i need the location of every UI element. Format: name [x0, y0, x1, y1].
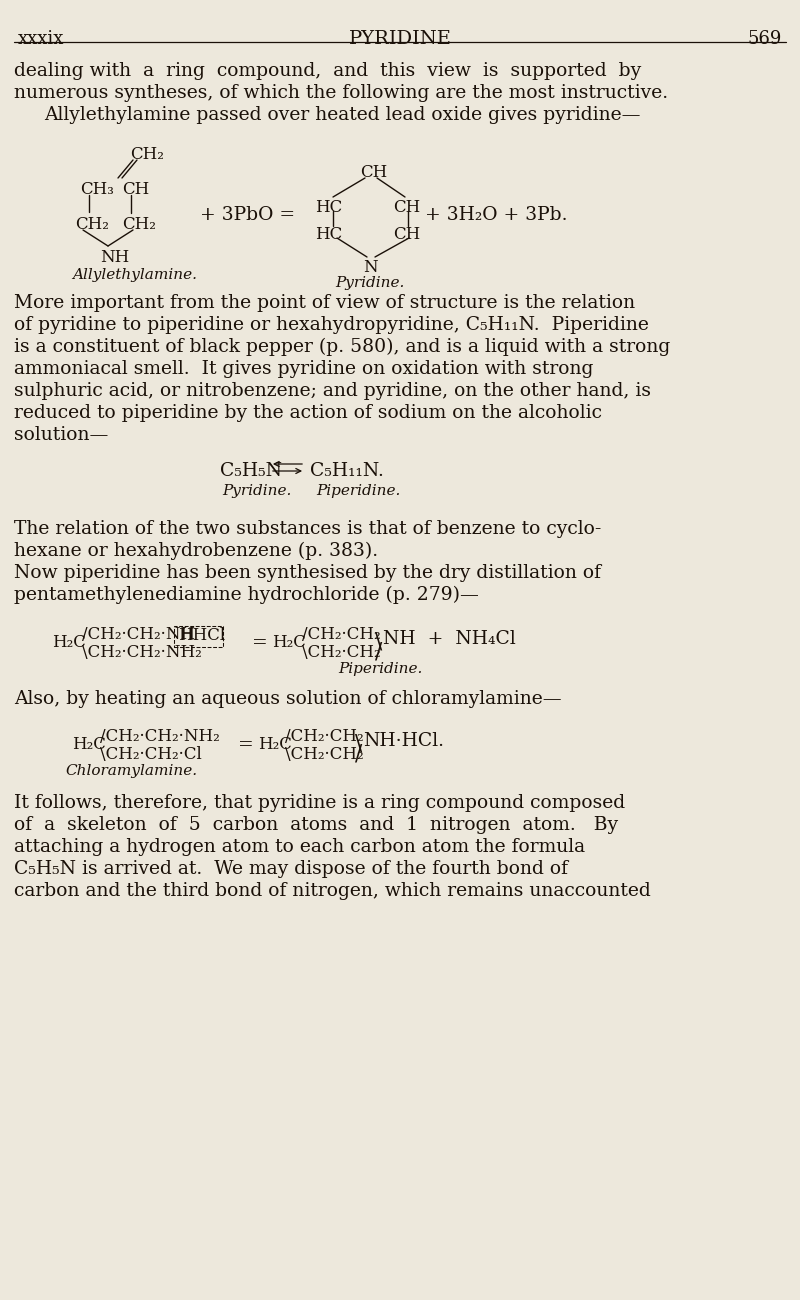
Text: H₂C: H₂C — [258, 736, 292, 753]
Text: H₂C: H₂C — [272, 634, 306, 651]
Text: xxxix: xxxix — [18, 30, 64, 48]
Text: =: = — [238, 736, 254, 754]
Text: C₅H₅N: C₅H₅N — [220, 462, 282, 480]
Text: /CH₂·CH₂: /CH₂·CH₂ — [302, 627, 381, 644]
Text: /: / — [375, 640, 382, 662]
Text: Pyridine.: Pyridine. — [335, 276, 404, 290]
Text: HHCl: HHCl — [178, 627, 225, 644]
Text: solution—: solution— — [14, 426, 108, 445]
Text: C₅H₁₁N.: C₅H₁₁N. — [310, 462, 384, 480]
Text: PYRIDINE: PYRIDINE — [349, 30, 451, 48]
Text: NH·HCl.: NH·HCl. — [363, 732, 444, 750]
Text: HC: HC — [315, 226, 342, 243]
Text: + 3H₂O + 3Pb.: + 3H₂O + 3Pb. — [425, 205, 567, 224]
Text: \CH₂·CH₂: \CH₂·CH₂ — [302, 644, 381, 660]
Text: More important from the point of view of structure is the relation: More important from the point of view of… — [14, 294, 635, 312]
Text: Also, by heating an aqueous solution of chloramylamine—: Also, by heating an aqueous solution of … — [14, 690, 562, 709]
Text: /CH₂·CH₂·NH: /CH₂·CH₂·NH — [82, 627, 195, 644]
Text: CH: CH — [122, 181, 150, 198]
Text: Allylethylamine passed over heated lead oxide gives pyridine—: Allylethylamine passed over heated lead … — [44, 107, 641, 124]
Text: Pyridine.: Pyridine. — [222, 484, 291, 498]
Text: \: \ — [375, 630, 382, 653]
Text: NH: NH — [100, 250, 130, 266]
Text: 569: 569 — [748, 30, 782, 48]
Text: pentamethylenediamine hydrochloride (p. 279)—: pentamethylenediamine hydrochloride (p. … — [14, 586, 479, 605]
Text: CH: CH — [393, 199, 420, 216]
Text: reduced to piperidine by the action of sodium on the alcoholic: reduced to piperidine by the action of s… — [14, 404, 602, 422]
Text: /CH₂·CH₂·NH₂: /CH₂·CH₂·NH₂ — [100, 728, 220, 745]
Text: \CH₂·CH₂·Cl: \CH₂·CH₂·Cl — [100, 746, 202, 763]
Text: \CH₂·CH₂: \CH₂·CH₂ — [285, 746, 364, 763]
Text: Chloramylamine.: Chloramylamine. — [65, 764, 197, 777]
Text: \CH₂·CH₂·NH₂: \CH₂·CH₂·NH₂ — [82, 644, 202, 660]
Text: dealing with  a  ring  compound,  and  this  view  is  supported  by: dealing with a ring compound, and this v… — [14, 62, 642, 81]
Text: Allylethylamine.: Allylethylamine. — [72, 268, 197, 282]
Text: H₂C: H₂C — [72, 736, 106, 753]
Text: It follows, therefore, that pyridine is a ring compound composed: It follows, therefore, that pyridine is … — [14, 794, 625, 812]
Text: sulphuric acid, or nitrobenzene; and pyridine, on the other hand, is: sulphuric acid, or nitrobenzene; and pyr… — [14, 382, 651, 400]
Text: CH₂: CH₂ — [122, 216, 156, 233]
Text: carbon and the third bond of nitrogen, which remains unaccounted: carbon and the third bond of nitrogen, w… — [14, 881, 650, 900]
Text: Piperidine.: Piperidine. — [338, 662, 422, 676]
Text: HC: HC — [315, 199, 342, 216]
Text: CH: CH — [360, 164, 387, 181]
Text: attaching a hydrogen atom to each carbon atom the formula: attaching a hydrogen atom to each carbon… — [14, 838, 585, 855]
Text: ammoniacal smell.  It gives pyridine on oxidation with strong: ammoniacal smell. It gives pyridine on o… — [14, 360, 594, 378]
Text: \: \ — [355, 732, 362, 754]
Text: The relation of the two substances is that of benzene to cyclo-: The relation of the two substances is th… — [14, 520, 602, 538]
Text: CH₂: CH₂ — [130, 146, 164, 162]
Text: numerous syntheses, of which the following are the most instructive.: numerous syntheses, of which the followi… — [14, 84, 668, 101]
Text: CH: CH — [393, 226, 420, 243]
Text: NH  +  NH₄Cl: NH + NH₄Cl — [383, 630, 516, 647]
Text: of  a  skeleton  of  5  carbon  atoms  and  1  nitrogen  atom.   By: of a skeleton of 5 carbon atoms and 1 ni… — [14, 816, 618, 835]
Text: CH₃: CH₃ — [80, 181, 114, 198]
Text: N: N — [363, 259, 378, 276]
Text: H₂C: H₂C — [52, 634, 86, 651]
Text: of pyridine to piperidine or hexahydropyridine, C₅H₁₁N.  Piperidine: of pyridine to piperidine or hexahydropy… — [14, 316, 649, 334]
Text: Now piperidine has been synthesised by the dry distillation of: Now piperidine has been synthesised by t… — [14, 564, 601, 582]
Text: /CH₂·CH₂: /CH₂·CH₂ — [285, 728, 364, 745]
Text: C₅H₅N is arrived at.  We may dispose of the fourth bond of: C₅H₅N is arrived at. We may dispose of t… — [14, 861, 568, 878]
Text: + 3PbO =: + 3PbO = — [200, 205, 295, 224]
Text: is a constituent of black pepper (p. 580), and is a liquid with a strong: is a constituent of black pepper (p. 580… — [14, 338, 670, 356]
Text: =: = — [252, 634, 268, 653]
Text: Piperidine.: Piperidine. — [316, 484, 400, 498]
Text: CH₂: CH₂ — [75, 216, 109, 233]
Text: /: / — [355, 742, 362, 764]
Text: hexane or hexahydrobenzene (p. 383).: hexane or hexahydrobenzene (p. 383). — [14, 542, 378, 560]
